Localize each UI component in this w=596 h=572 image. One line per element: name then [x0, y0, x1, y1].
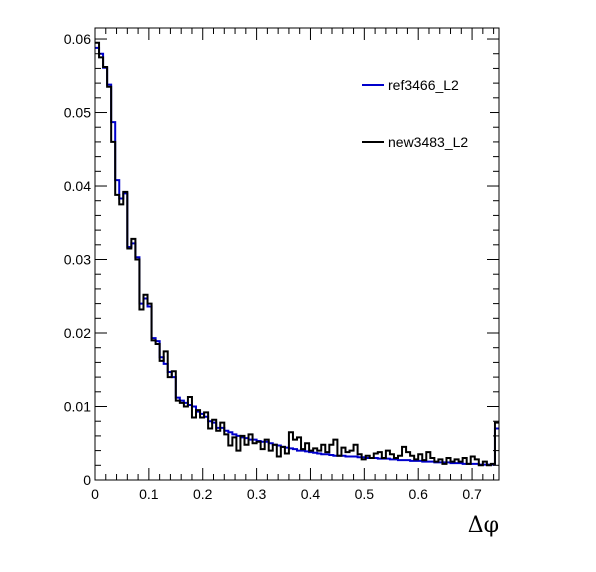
y-tick-label: 0.04 — [64, 178, 91, 194]
x-tick-label: 0.7 — [462, 486, 482, 502]
legend-box — [356, 64, 490, 168]
legend-label: ref3466_L2 — [388, 77, 459, 93]
y-tick-label: 0.06 — [64, 31, 91, 47]
x-tick-label: 0.1 — [139, 486, 159, 502]
x-tick-label: 0.5 — [355, 486, 375, 502]
x-tick-label: 0.6 — [408, 486, 428, 502]
x-tick-label: 0.3 — [247, 486, 267, 502]
x-tick-label: 0.4 — [301, 486, 321, 502]
legend-entry: new3483_L2 — [362, 134, 468, 150]
legend-entries: ref3466_L2 new3483_L2 — [362, 77, 468, 150]
legend: ref3466_L2 new3483_L2 — [356, 64, 490, 168]
y-axis-tick-labels: 0 0.01 0.02 0.03 0.04 0.05 0.06 — [64, 31, 91, 488]
x-tick-label: 0 — [91, 486, 99, 502]
x-axis-tick-labels: 0 0.1 0.2 0.3 0.4 0.5 0.6 0.7 — [91, 486, 482, 502]
y-tick-label: 0.02 — [64, 325, 91, 341]
y-tick-label: 0.01 — [64, 399, 91, 415]
y-axis-ticks — [95, 38, 499, 481]
x-axis-ticks — [94, 28, 495, 480]
series-layer — [95, 41, 499, 467]
y-tick-label: 0.05 — [64, 105, 91, 121]
series-line-new3483_L2 — [95, 41, 499, 467]
y-tick-label: 0 — [83, 472, 91, 488]
x-tick-label: 0.2 — [193, 486, 213, 502]
y-tick-label: 0.03 — [64, 252, 91, 268]
legend-entry: ref3466_L2 — [362, 77, 459, 93]
x-axis-title: Δφ — [468, 513, 499, 538]
legend-label: new3483_L2 — [388, 134, 468, 150]
plot-frame — [94, 27, 500, 481]
